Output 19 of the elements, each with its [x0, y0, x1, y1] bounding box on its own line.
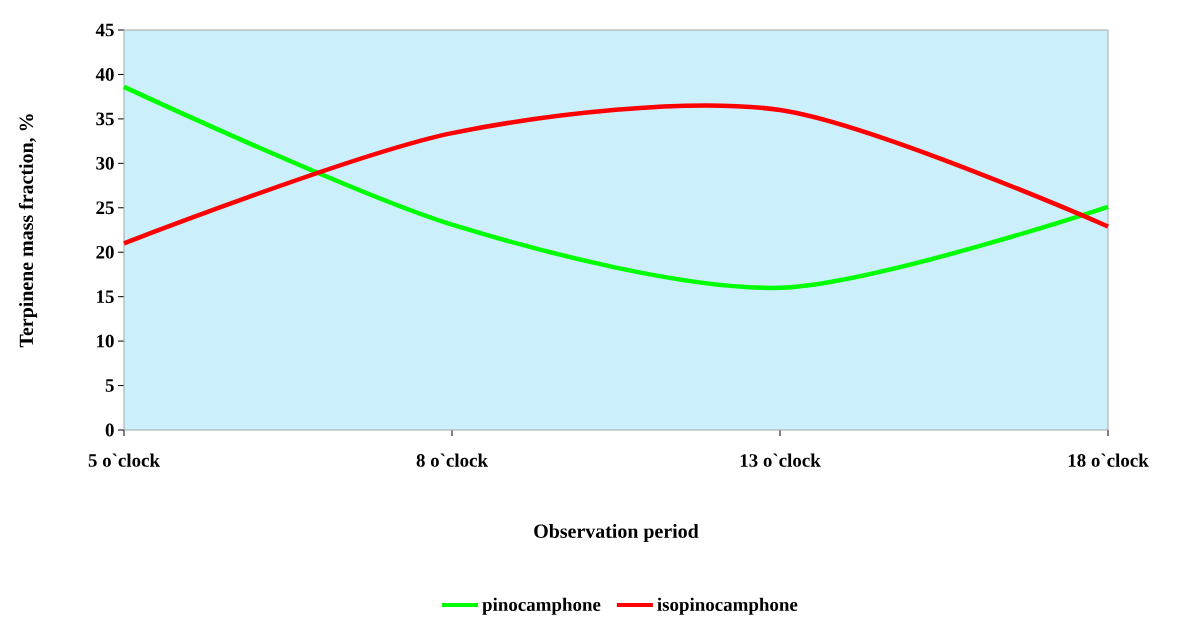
- y-tick-label: 40: [95, 68, 114, 81]
- y-tick-label: 30: [96, 156, 114, 170]
- line-series: [121, 84, 1111, 291]
- y-tick-label: 10: [97, 334, 114, 348]
- x-axis-title: Observation period: [534, 523, 699, 543]
- y-tick-label: 0: [105, 423, 114, 437]
- y-axis-title: Terpinene mass fraction, %: [18, 114, 38, 348]
- x-tick-label: 18 o`clock: [1068, 453, 1149, 467]
- y-tick-label: 5: [105, 379, 114, 392]
- y-tick-label: 20: [96, 245, 114, 259]
- x-tick-label: 8 o`clock: [416, 453, 488, 467]
- y-tick-label: 25: [96, 201, 114, 215]
- y-tick-label: 45: [95, 23, 114, 37]
- x-tick-label: 5 o`clock: [88, 453, 160, 467]
- y-tick-label: 15: [97, 290, 114, 304]
- x-tick-label: 13 o`clock: [740, 453, 821, 467]
- legend-label: isopinocamphone: [657, 597, 798, 615]
- legend-label: pinocamphone: [482, 597, 601, 615]
- y-tick-label: 35: [96, 112, 114, 126]
